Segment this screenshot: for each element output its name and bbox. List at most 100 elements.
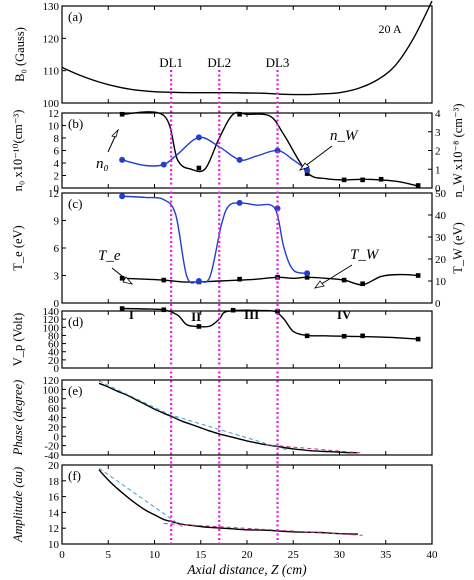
y-axis-right-label: n_W x10⁻⁸ (cm⁻³) <box>451 104 465 198</box>
series-line-3 <box>265 444 363 454</box>
annotation-te: T_e <box>98 248 121 264</box>
y-tick-label: 100 <box>43 384 60 396</box>
data-point-square <box>415 336 421 342</box>
y-tick-label: 110 <box>43 66 60 78</box>
series-line-0 <box>122 307 419 340</box>
series-line-1 <box>98 380 178 419</box>
series-line-0 <box>122 273 419 286</box>
y-tick-label: 2 <box>54 171 60 183</box>
annotation-n0: n₀ <box>96 156 109 172</box>
x-axis: 0 5 10 15 20 25 30 35 40 Axial distance, Z (cm) <box>59 549 438 577</box>
x-tick-label: 25 <box>288 549 300 561</box>
x-tick-label: 35 <box>380 549 392 561</box>
data-point-circle <box>119 156 126 163</box>
data-point-circle <box>274 205 281 212</box>
y-right-tick-label: 30 <box>435 232 447 244</box>
data-point-square <box>360 333 365 339</box>
x-tick-label: 30 <box>334 549 346 561</box>
y-tick-label: 120 <box>43 314 60 326</box>
y-tick-label: 120 <box>43 33 60 45</box>
data-point-circle <box>236 199 243 206</box>
y-tick-label: 20 <box>48 355 60 367</box>
y-axis-right-label: T_W (eV) <box>451 222 465 273</box>
data-point-square <box>161 307 167 313</box>
y-tick-label: 12 <box>48 188 59 200</box>
data-point-circle <box>195 134 202 141</box>
data-point-circle <box>160 161 167 168</box>
annotation-arrowhead <box>111 128 119 138</box>
data-point-circle <box>195 278 202 284</box>
panel-annotation: 20 A <box>378 22 401 36</box>
data-point-square <box>415 183 421 188</box>
data-point-circle <box>274 147 281 154</box>
y-tick-label: 12 <box>48 108 59 120</box>
panel-label: (b) <box>68 116 83 131</box>
data-point-square <box>230 307 236 313</box>
y-tick-label: 130 <box>43 1 60 13</box>
y-tick-label: 0 <box>54 183 60 195</box>
y-tick-label: 140 <box>43 306 60 318</box>
y-axis-label: V_p (Volt) <box>11 313 25 367</box>
y-axis-label: Amplitude (au) <box>11 467 25 543</box>
y-right-tick-label: 50 <box>435 188 447 200</box>
panel-label: (a) <box>68 9 82 24</box>
annotation-arrowhead <box>298 162 310 171</box>
y-tick-label: 20 <box>48 422 60 434</box>
y-tick-label: 40 <box>48 347 60 359</box>
y-tick-label: 9 <box>54 216 60 228</box>
y-tick-label: 6 <box>54 243 60 255</box>
y-tick-label: 4 <box>54 158 60 170</box>
y-tick-label: 20 <box>48 460 60 472</box>
panel-f: 10 12 14 16 18 20 Amplitude (au) (f) <box>11 460 433 551</box>
data-point-square <box>304 333 310 339</box>
y-right-tick-label: 20 <box>435 254 447 266</box>
x-tick-label: 5 <box>106 549 112 561</box>
y-tick-label: 100 <box>43 322 60 334</box>
data-point-square <box>237 111 242 117</box>
series-line-0 <box>61 0 433 96</box>
data-point-circle <box>304 270 311 277</box>
region-label: IV <box>337 307 352 322</box>
y-tick-label: 16 <box>48 492 60 504</box>
panel-label: (d) <box>68 314 83 329</box>
y-tick-label: 80 <box>48 330 60 342</box>
y-right-tick-label: 3 <box>435 127 441 139</box>
x-tick-label: 15 <box>195 549 207 561</box>
y-tick-label: 14 <box>48 507 60 519</box>
y-right-tick-label: 40 <box>435 210 447 222</box>
series-line-1 <box>121 136 308 171</box>
y-tick-label: 3 <box>54 271 60 283</box>
panel-label: (f) <box>68 468 81 483</box>
dl-label: DL3 <box>266 55 290 70</box>
y-tick-label: 0 <box>54 363 60 375</box>
y-tick-label: 0 <box>54 431 60 443</box>
data-point-square <box>360 177 365 183</box>
data-point-square <box>304 275 310 280</box>
series-line-0 <box>98 382 358 454</box>
panel-frame <box>61 5 433 104</box>
y-tick-label: 0 <box>54 298 60 310</box>
panel-frame <box>61 112 433 189</box>
panel-a: 100 110 120 130 B₀ (Gauss) (a) 20 A <box>13 0 433 110</box>
y-tick-label: 100 <box>43 98 60 110</box>
dl-label: DL2 <box>207 55 231 70</box>
data-point-square <box>341 333 347 339</box>
annotation-arrowhead <box>314 280 325 289</box>
panel-c: 0 3 6 9 12 0 10 20 30 40 50 T_e (eV) T_W (eV) (c) T_e T… <box>11 188 465 310</box>
y-tick-label: 18 <box>48 476 60 488</box>
x-axis-label: Axial distance, Z (cm) <box>186 562 307 577</box>
y-right-tick-label: 10 <box>435 276 447 288</box>
x-tick-label: 10 <box>149 549 161 561</box>
data-point-square <box>341 277 347 283</box>
dl-label: DL1 <box>159 55 183 70</box>
annotation-nw: n_W <box>330 128 359 144</box>
panel-label: (c) <box>68 196 82 211</box>
data-point-square <box>161 277 167 283</box>
data-point-circle <box>304 167 311 174</box>
y-tick-label: 10 <box>48 539 60 551</box>
